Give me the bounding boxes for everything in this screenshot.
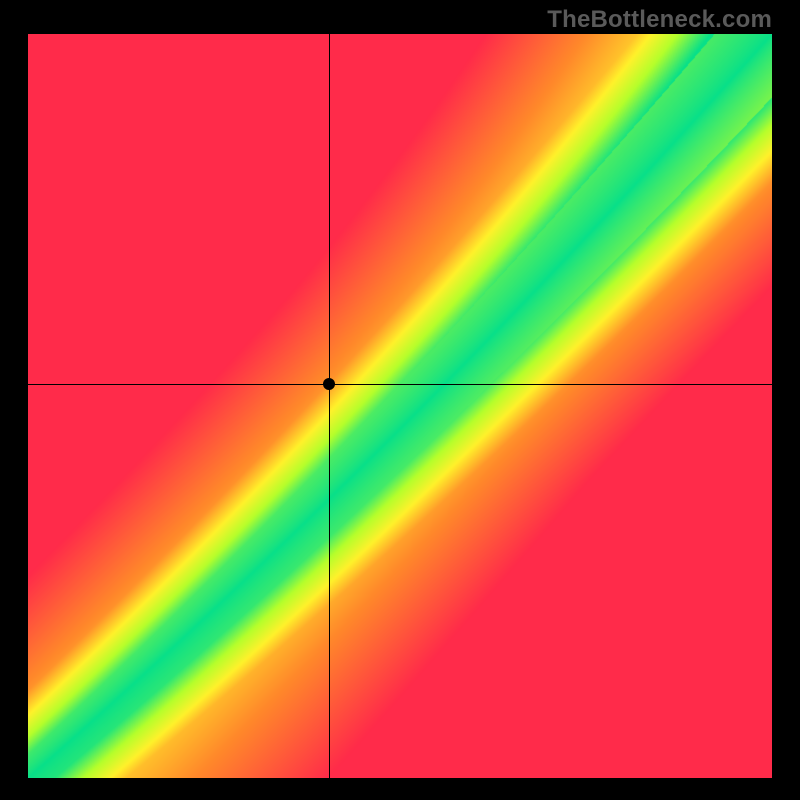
chart-container: TheBottleneck.com bbox=[0, 0, 800, 800]
watermark-text: TheBottleneck.com bbox=[547, 6, 772, 34]
plot-area bbox=[28, 34, 772, 778]
heatmap-canvas bbox=[28, 34, 772, 778]
